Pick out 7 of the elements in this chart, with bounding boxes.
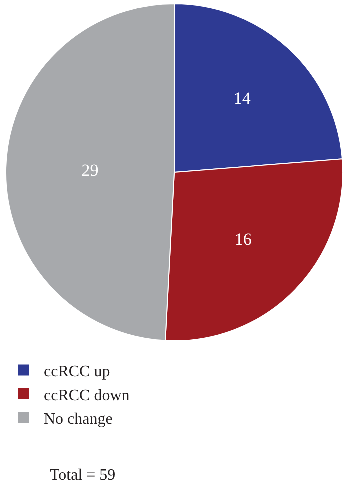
text: Total = 59 (50, 467, 116, 484)
data-label: 29 (82, 160, 99, 180)
legend-label: ccRCC up (44, 363, 110, 380)
data-label: 16 (234, 230, 252, 250)
legend-label: ccRCC down (44, 387, 130, 404)
data-label: 14 (234, 89, 252, 108)
legend-label: No change (44, 411, 113, 428)
